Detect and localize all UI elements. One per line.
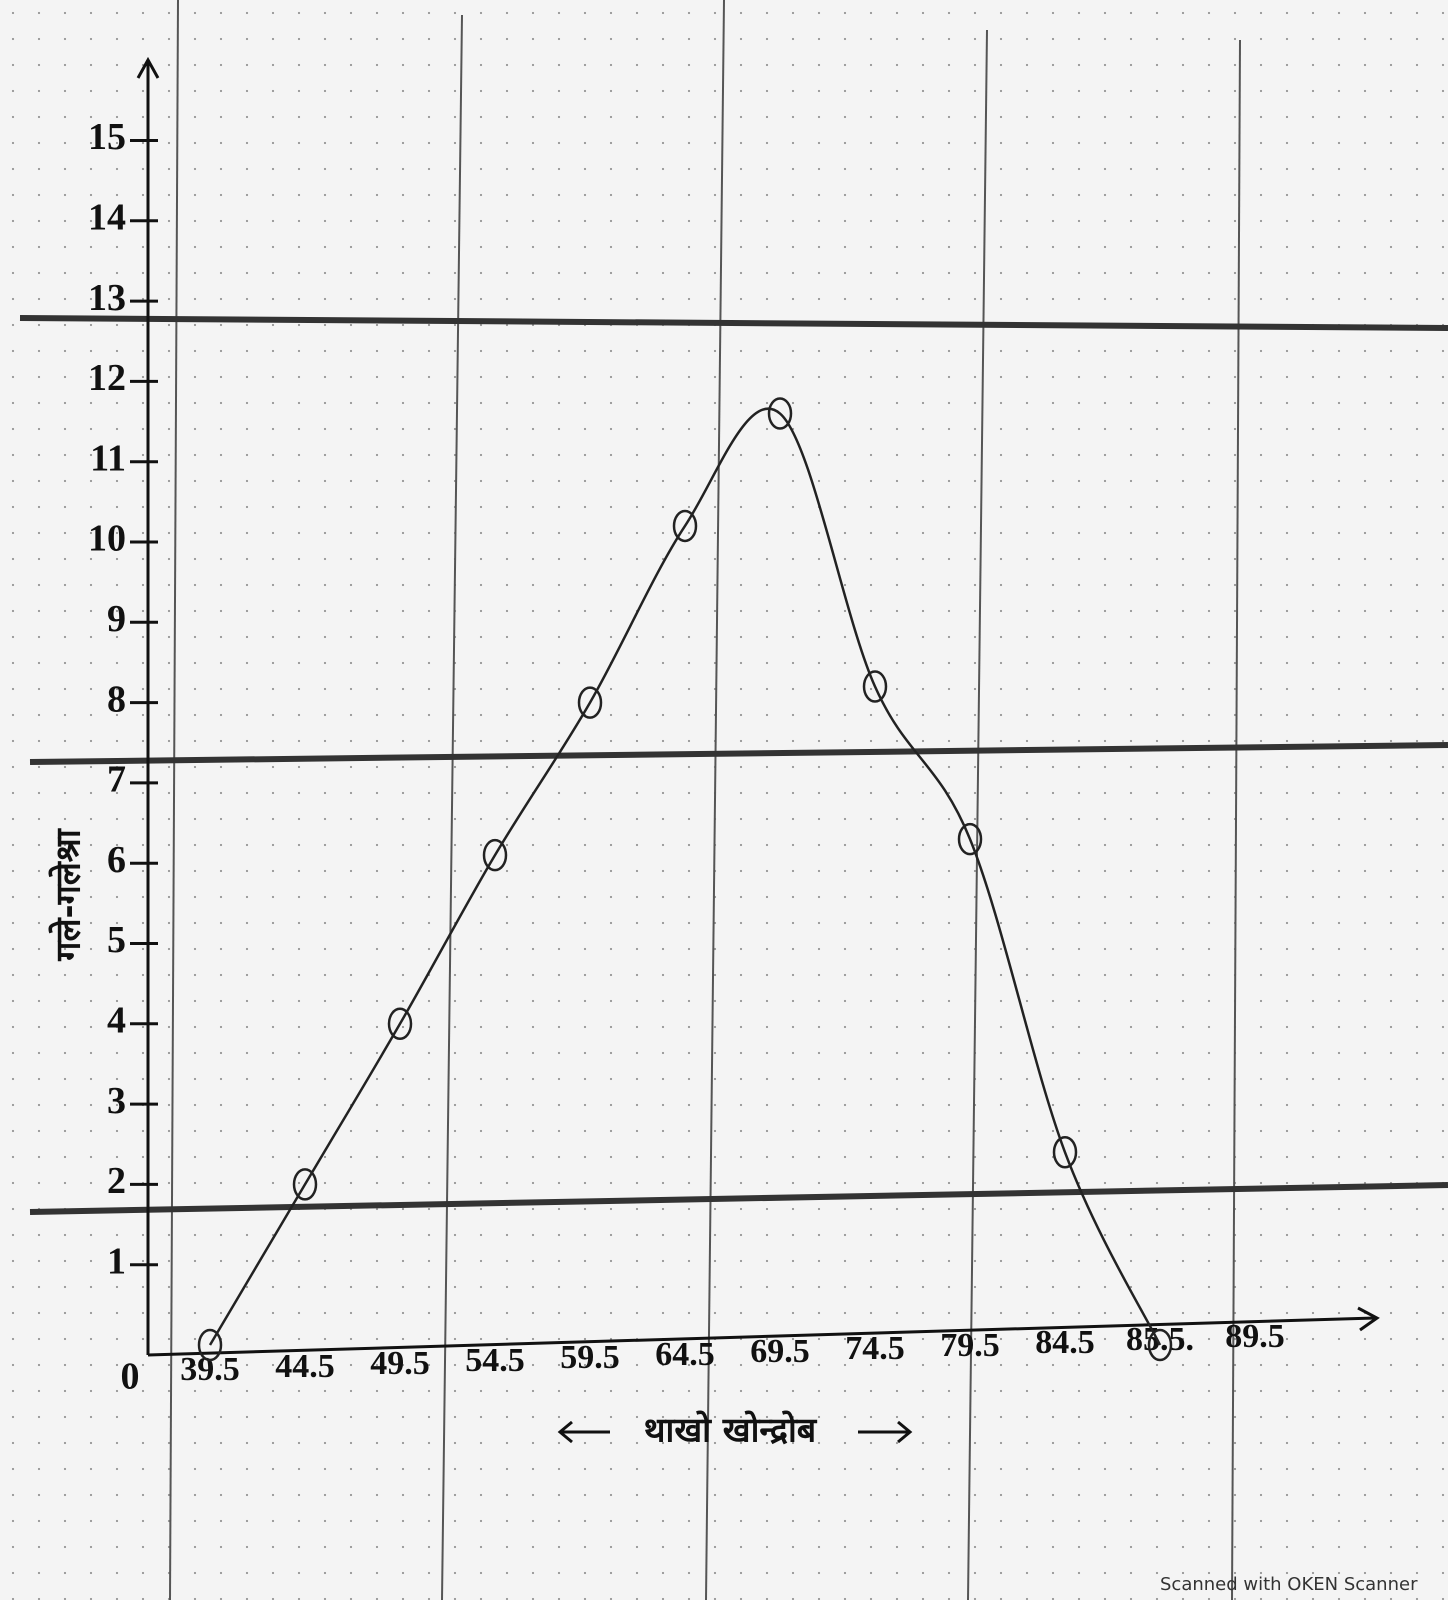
x-tick-label: 49.5 (370, 1345, 430, 1382)
point (292, 1168, 318, 1201)
point (1147, 1328, 1173, 1362)
point (197, 1328, 223, 1362)
thick-rules (19, 315, 1448, 1215)
point (387, 1007, 413, 1041)
x-tick-label: 44.5 (275, 1348, 335, 1385)
axes (136, 56, 1380, 1357)
y-axis-label: गले-गलेश्रा (48, 828, 89, 962)
graph-paper (169, 0, 1241, 1600)
y-tick-label: 1 (107, 1240, 126, 1282)
y-tick-label: 15 (88, 116, 126, 158)
y-tick-label: 4 (107, 1000, 126, 1042)
y-tick-label: 8 (107, 678, 126, 720)
y-tick-label: 12 (88, 357, 126, 399)
y-tick-label: 7 (107, 759, 126, 801)
y-tick-label: 2 (107, 1160, 126, 1202)
point (672, 509, 698, 543)
point (577, 686, 603, 719)
x-tick-label: 79.5 (940, 1327, 1000, 1364)
point (1052, 1136, 1078, 1169)
watermark: Scanned with OKEN Scanner (1160, 1574, 1418, 1595)
x-tick-label: 54.5 (465, 1342, 525, 1379)
point (482, 838, 508, 872)
y-tick-label: 6 (107, 839, 126, 881)
y-tick-label: 14 (88, 197, 126, 239)
point (957, 822, 983, 856)
x-axis-label: थाखो खोन्द्रोब (644, 1410, 818, 1451)
point (862, 670, 888, 703)
y-tick-label: 10 (88, 518, 126, 560)
y-tick-label: 5 (107, 919, 126, 961)
x-tick-label: 84.5 (1035, 1324, 1095, 1361)
origin-label: 0 (121, 1356, 140, 1398)
y-tick-label: 9 (107, 598, 126, 640)
x-tick-label: 39.5 (180, 1351, 240, 1388)
point (767, 397, 793, 430)
y-tick-label: 13 (88, 277, 126, 319)
x-tick-label: 85.5. (1126, 1321, 1194, 1358)
x-tick-label: 64.5 (655, 1336, 715, 1373)
x-tick-label: 59.5 (560, 1339, 620, 1376)
curve (208, 407, 1162, 1346)
x-arrows (557, 1420, 913, 1444)
x-tick-label: 74.5 (845, 1330, 905, 1367)
x-tick-label: 69.5 (750, 1333, 810, 1370)
y-tick-label: 3 (107, 1080, 126, 1122)
y-tick-label: 11 (90, 437, 126, 479)
x-tick-label: 89.5 (1225, 1318, 1285, 1355)
